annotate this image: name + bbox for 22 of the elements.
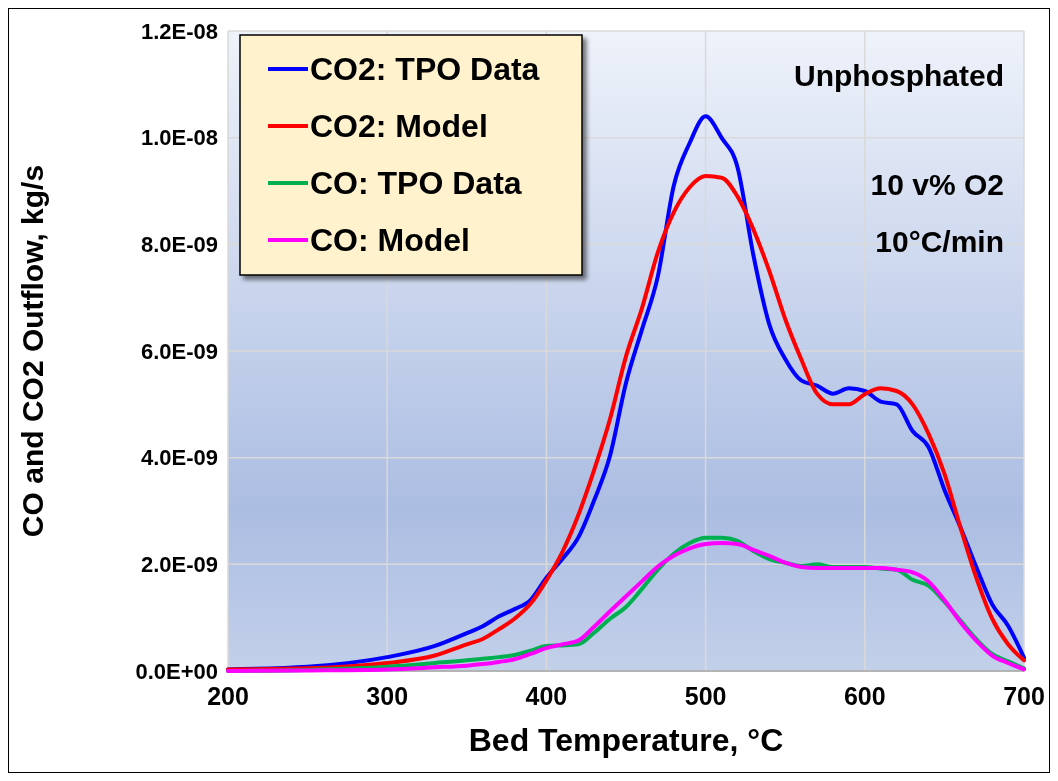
x-tick-label: 300	[366, 682, 409, 710]
x-tick-label: 400	[525, 682, 568, 710]
legend-label: CO: Model	[310, 222, 470, 259]
y-tick-label: 4.0E-09	[140, 445, 218, 471]
legend-label: CO: TPO Data	[310, 165, 522, 202]
legend-label: CO2: TPO Data	[310, 51, 540, 88]
y-tick-label: 1.0E-08	[140, 125, 218, 151]
y-tick-label: 2.0E-09	[140, 552, 218, 578]
y-tick-label: 0.0E+00	[135, 658, 218, 684]
y-tick-label: 1.2E-08	[140, 18, 218, 44]
y-tick-label: 8.0E-09	[140, 232, 218, 258]
annotation: 10 v% O2	[870, 168, 1004, 201]
annotation: Unphosphated	[794, 59, 1004, 92]
y-axis-title: CO and CO2 Outflow, kg/s	[16, 164, 49, 538]
x-tick-label: 600	[843, 682, 886, 710]
x-tick-label: 500	[684, 682, 727, 710]
x-tick-label: 700	[1003, 682, 1045, 710]
annotation: 10°C/min	[875, 225, 1004, 258]
x-axis-title: Bed Temperature, °C	[468, 722, 784, 758]
legend-label: CO2: Model	[310, 108, 488, 145]
x-tick-label: 200	[207, 682, 249, 710]
y-tick-label: 6.0E-09	[140, 338, 218, 364]
